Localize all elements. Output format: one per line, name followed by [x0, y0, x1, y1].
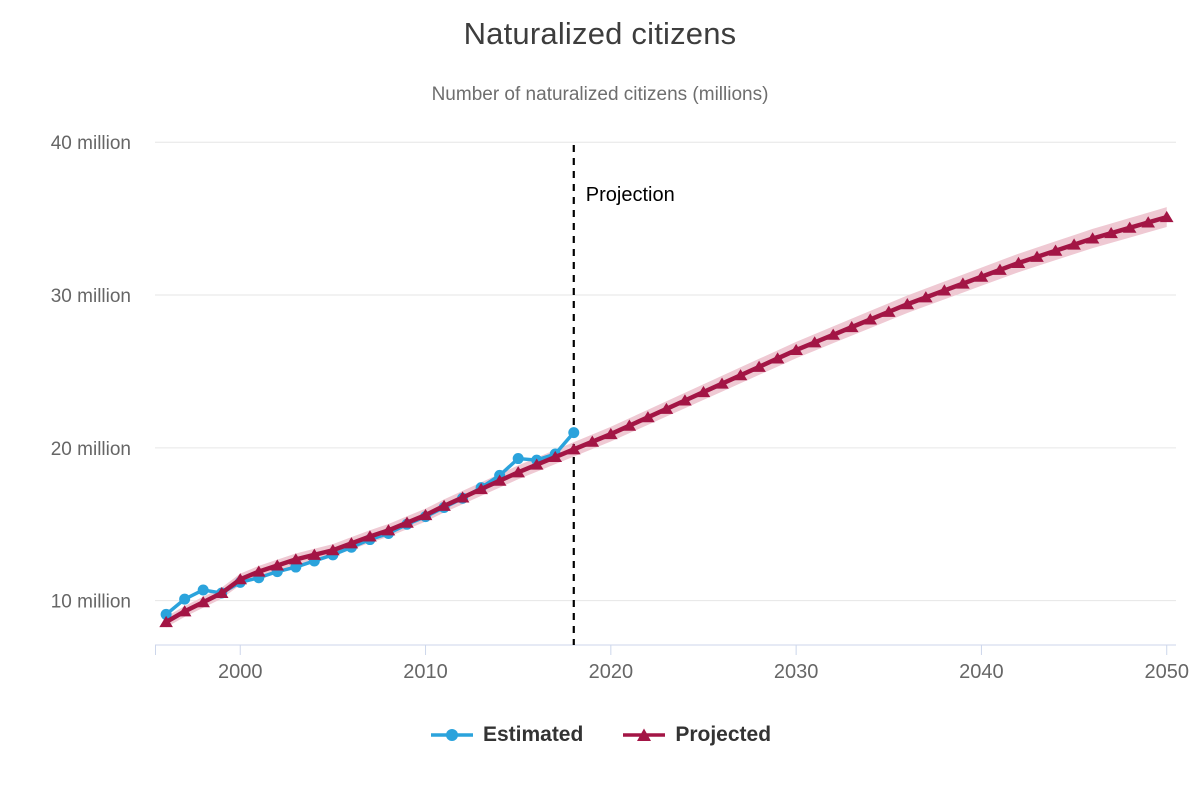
x-axis-label: 2010 [403, 661, 448, 683]
projected-point[interactable] [270, 559, 285, 571]
projected-point[interactable] [937, 284, 952, 296]
x-axis-label: 2040 [959, 661, 1004, 683]
projected-point[interactable] [548, 450, 563, 463]
legend-item-projected[interactable]: Projected [621, 723, 771, 747]
x-axis-label: 2000 [218, 661, 263, 683]
projected-point[interactable] [733, 369, 748, 381]
projected-point[interactable] [789, 343, 803, 356]
projected-point[interactable] [641, 411, 655, 423]
chart-title: Naturalized citizens [463, 16, 737, 51]
projected-point[interactable] [1159, 210, 1174, 223]
legend-label: Estimated [482, 723, 584, 746]
x-axis: 2000 2010 2020 2030 2040 2050 [155, 644, 1189, 683]
projected-point[interactable] [826, 328, 840, 340]
projected-point[interactable] [289, 553, 303, 565]
projected-point[interactable] [251, 565, 266, 577]
projected-point[interactable] [844, 320, 859, 333]
projected-point[interactable] [659, 402, 674, 414]
projected-point[interactable] [604, 427, 618, 440]
projected-point[interactable] [1141, 216, 1156, 228]
y-axis-label: 10 million [51, 592, 131, 613]
estimated-point[interactable] [160, 608, 172, 620]
projected-point[interactable] [770, 352, 785, 364]
projected-point[interactable] [1048, 244, 1063, 256]
y-axis-label: 20 million [51, 439, 131, 460]
projected-point[interactable] [919, 291, 933, 303]
projected-point[interactable] [159, 615, 173, 628]
legend-item-estimated[interactable]: Estimated [429, 723, 583, 747]
estimated-circle-marker-icon [430, 729, 473, 741]
projected-point[interactable] [326, 544, 340, 556]
y-axis-label: 40 million [51, 133, 131, 154]
projected-point[interactable] [1085, 232, 1100, 244]
projected-point[interactable] [214, 586, 229, 599]
projected-point[interactable] [622, 419, 637, 431]
y-axis-label: 30 million [51, 286, 131, 307]
x-axis-label: 2030 [774, 661, 819, 683]
projected-point[interactable] [529, 458, 544, 470]
x-axis-label: 2020 [589, 661, 634, 683]
projected-point[interactable] [307, 548, 322, 560]
x-axis-label: 2050 [1144, 661, 1189, 683]
projected-point[interactable] [974, 270, 989, 282]
projected-point[interactable] [1122, 221, 1137, 233]
projected-point[interactable] [344, 537, 359, 549]
projected-point[interactable] [400, 516, 414, 528]
projected-point[interactable] [363, 530, 377, 542]
projected-triangle-up-marker-icon [623, 728, 666, 741]
projected-point[interactable] [881, 305, 896, 317]
projected-point[interactable] [196, 596, 210, 608]
projected-point[interactable] [678, 394, 692, 406]
projected-point[interactable] [993, 263, 1007, 275]
y-gridlines [155, 141, 1176, 602]
chart-legend: Estimated Projected [0, 723, 1200, 747]
projected-point[interactable] [177, 605, 192, 617]
projected-series[interactable] [159, 210, 1174, 628]
projected-point[interactable] [1067, 238, 1081, 250]
projected-point[interactable] [863, 313, 878, 325]
projected-point[interactable] [585, 435, 600, 447]
chart-subtitle: Number of naturalized citizens (millions… [431, 84, 769, 105]
confidence-band [166, 207, 1167, 628]
projected-point[interactable] [1104, 226, 1118, 239]
projected-point[interactable] [807, 336, 822, 348]
projected-point[interactable] [381, 524, 396, 536]
projected-point[interactable] [715, 377, 729, 389]
projected-point[interactable] [511, 466, 525, 478]
estimated-point[interactable] [179, 593, 191, 605]
projected-point[interactable] [455, 491, 470, 503]
projected-point[interactable] [956, 277, 970, 289]
projected-point[interactable] [900, 298, 915, 310]
projected-point[interactable] [492, 474, 507, 486]
projected-point[interactable] [752, 360, 766, 372]
estimated-point[interactable] [197, 584, 209, 596]
projected-point[interactable] [437, 499, 451, 511]
projected-point[interactable] [566, 443, 581, 455]
projected-point[interactable] [474, 482, 488, 495]
projection-label: Projection [586, 184, 675, 206]
estimated-point[interactable] [568, 427, 580, 439]
projected-point[interactable] [1030, 250, 1044, 262]
estimated-point[interactable] [512, 453, 524, 465]
y-axis-labels: 10 million 20 million 30 million 40 million [51, 133, 131, 612]
projected-point[interactable] [233, 573, 248, 585]
projected-point[interactable] [418, 508, 433, 521]
projected-point[interactable] [1011, 256, 1026, 268]
projected-point[interactable] [696, 385, 711, 398]
legend-label: Projected [675, 723, 772, 746]
